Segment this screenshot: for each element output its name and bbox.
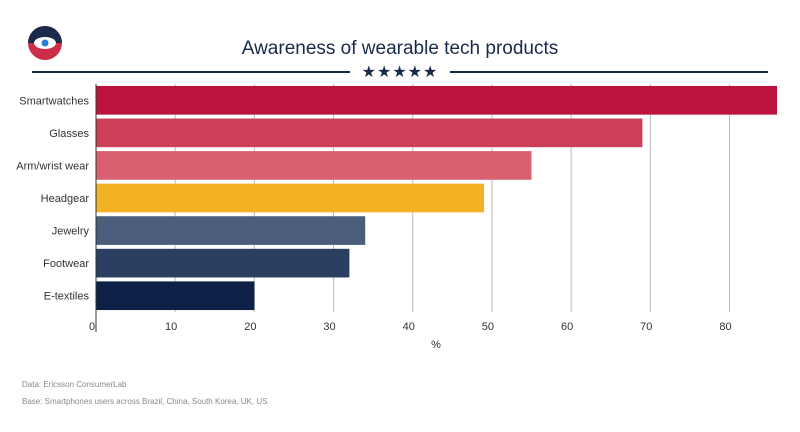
category-label: E-textiles — [44, 291, 90, 303]
category-label: Jewelry — [52, 226, 90, 238]
x-tick-label: 20 — [244, 321, 256, 333]
x-tick-label: 0 — [89, 321, 95, 333]
x-tick-label: 60 — [561, 321, 573, 333]
star-decoration: ★★★★★ — [361, 64, 439, 81]
x-tick-label: 70 — [640, 321, 652, 333]
bars — [96, 85, 777, 311]
category-label: Arm/wrist wear — [16, 160, 89, 172]
category-label: Footwear — [43, 258, 89, 270]
category-labels: Smartwatches Glasses Arm/wrist wear Headgea… — [16, 95, 89, 302]
x-axis-label: % — [431, 339, 441, 351]
x-tick-label: 10 — [165, 321, 177, 333]
bar — [96, 281, 255, 311]
footer-source: Data: Ericsson ConsumerLab — [22, 380, 127, 389]
x-tick-label: 40 — [403, 321, 415, 333]
tick-labels: 0 10 20 30 40 50 60 70 80 — [89, 321, 732, 333]
bar — [96, 183, 485, 213]
logo-icon — [28, 26, 62, 60]
category-label: Glasses — [49, 128, 89, 140]
category-label: Headgear — [41, 193, 90, 205]
title-rule-right — [450, 71, 768, 73]
bar — [96, 85, 777, 115]
title-rule-left — [32, 71, 350, 73]
bar — [96, 151, 532, 180]
bar — [96, 118, 643, 148]
bar — [96, 216, 366, 245]
bar — [96, 248, 350, 278]
footer-base: Base: Smartphones users across Brazil, C… — [22, 397, 268, 406]
category-label: Smartwatches — [19, 95, 89, 107]
x-tick-label: 30 — [323, 321, 335, 333]
chart-title: Awareness of wearable tech products — [241, 38, 559, 59]
x-tick-label: 80 — [719, 321, 731, 333]
x-tick-label: 50 — [482, 321, 494, 333]
